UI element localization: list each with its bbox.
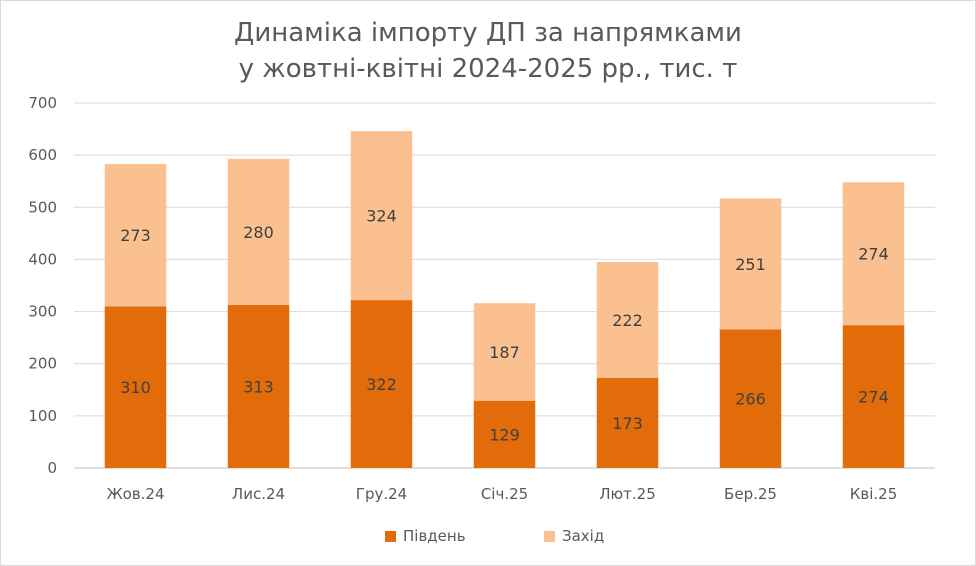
- data-label-south: 274: [858, 388, 889, 407]
- bar-south: [719, 329, 782, 468]
- chart-title: Динаміка імпорту ДП за напрямками у жовт…: [1, 15, 975, 87]
- stacked-bar-chart: 0 100 200 300 400 500 600 700 310 273 Жов.24 313 280…: [28, 94, 935, 503]
- data-label-west: 280: [243, 223, 274, 242]
- chart-title-line-1: Динаміка імпорту ДП за напрямками: [234, 18, 742, 48]
- legend-swatch-south: [385, 530, 396, 542]
- legend-label-south: Південь: [403, 527, 466, 545]
- x-tick-label: Січ.25: [481, 485, 528, 503]
- data-label-west: 187: [489, 343, 520, 362]
- bar-west: [842, 182, 905, 326]
- data-label-south: 322: [366, 375, 397, 394]
- legend-swatch-west: [544, 530, 555, 542]
- data-label-west: 222: [612, 311, 643, 330]
- data-label-south: 173: [612, 414, 643, 433]
- bar-west: [719, 198, 782, 330]
- bar-west: [596, 262, 659, 378]
- y-tick-label: 200: [28, 355, 57, 373]
- legend-item-west: Захід: [544, 527, 604, 545]
- bar-south: [350, 300, 413, 468]
- x-tick-label: Лис.24: [232, 485, 285, 503]
- y-tick-label: 100: [28, 407, 57, 425]
- data-label-south: 310: [120, 378, 151, 397]
- bar-south: [104, 306, 167, 468]
- x-tick-label: Лют.25: [599, 485, 656, 503]
- chart-title-line-2: у жовтні-квітні 2024-2025 рр., тис. т: [238, 54, 738, 84]
- y-tick-label: 400: [28, 250, 57, 268]
- legend-label-west: Захід: [562, 527, 605, 545]
- y-tick-label: 0: [47, 459, 57, 477]
- data-label-west: 324: [366, 207, 397, 226]
- data-label-south: 313: [243, 377, 274, 396]
- bar-west: [104, 164, 167, 307]
- y-tick-label: 600: [28, 146, 57, 164]
- data-label-south: 266: [735, 390, 766, 409]
- bar-south: [842, 325, 905, 468]
- data-label-south: 129: [489, 425, 520, 444]
- y-tick-label: 700: [28, 94, 57, 112]
- y-tick-label: 500: [28, 198, 57, 216]
- bar-south: [473, 400, 536, 468]
- data-label-west: 251: [735, 255, 766, 274]
- x-tick-label: Бер.25: [724, 485, 777, 503]
- x-tick-label: Жов.24: [106, 485, 164, 503]
- bar-south: [596, 377, 659, 468]
- legend-item-south: Південь: [385, 527, 466, 545]
- x-tick-label: Гру.24: [356, 485, 407, 503]
- data-label-west: 274: [858, 245, 889, 264]
- y-tick-label: 300: [28, 303, 57, 321]
- bar-south: [227, 304, 290, 468]
- bar-west: [350, 131, 413, 301]
- x-tick-label: Кві.25: [850, 485, 898, 503]
- bar-west: [473, 303, 536, 401]
- legend: Південь Захід: [1, 527, 975, 549]
- bar-west: [227, 158, 290, 305]
- data-label-west: 273: [120, 226, 151, 245]
